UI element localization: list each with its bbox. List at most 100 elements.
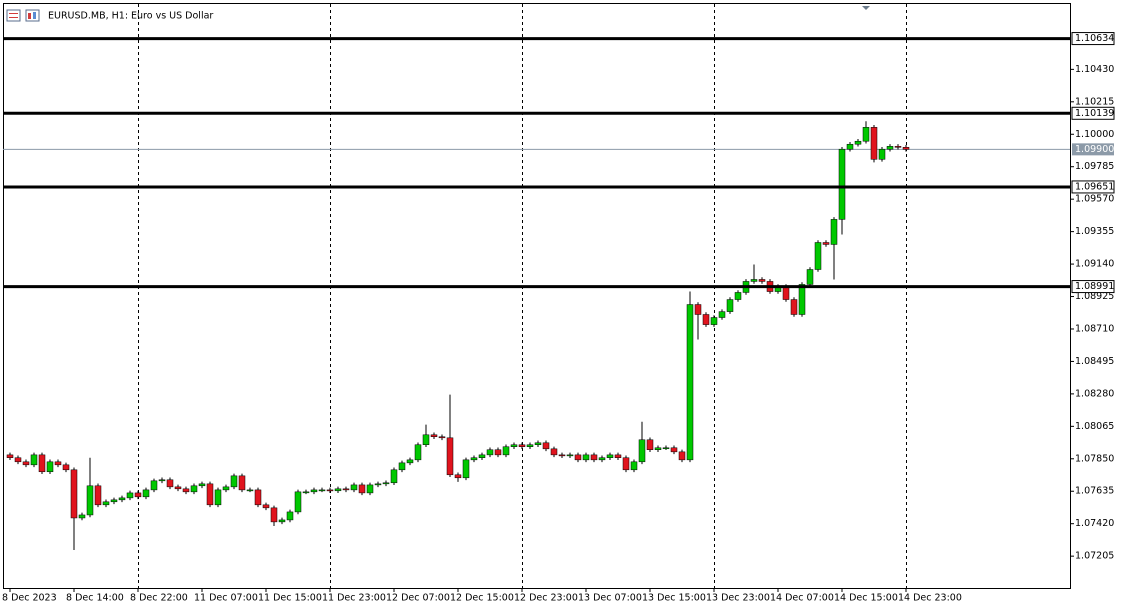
candle [878,146,886,162]
candle-body [630,461,638,471]
header-icons [6,9,40,22]
candle-body [270,507,278,523]
candle [414,442,422,463]
candle-body [830,219,838,245]
candle-body [446,437,454,476]
candle [574,452,582,463]
candle [542,440,550,452]
candle [318,487,326,493]
candle-body [694,304,702,315]
candle [174,484,182,492]
candle [886,144,894,152]
candle-body [854,140,862,145]
candle [150,478,158,493]
candle-body [158,479,166,482]
candle [710,315,718,327]
candle-body [206,483,214,506]
candle [806,267,814,287]
candle-body [222,486,230,491]
candle-body [182,488,190,493]
candle-body [134,492,142,498]
candle-body [110,499,118,503]
candle [302,489,310,495]
candle-body [702,314,710,325]
level-label-box [1071,106,1115,120]
x-tick-label: 14 Dec 23:00 [898,593,962,604]
candle [342,486,350,493]
candle-body [382,482,390,485]
candle-body [142,489,150,498]
candle [326,487,334,494]
x-tick-label: 12 Dec 23:00 [514,593,578,604]
candle [638,421,646,465]
candle [374,481,382,488]
y-tick-label: 1.07420 [1075,518,1114,529]
candle-body [582,454,590,461]
candle [734,290,742,302]
x-tick-label: 14 Dec 15:00 [834,593,898,604]
candle [358,482,366,496]
candle [670,445,678,455]
candle-body [102,501,110,506]
candle [758,277,766,284]
candle-body [46,461,54,473]
candle-body [886,146,894,150]
candle [486,447,494,458]
candle [38,452,46,475]
candle [286,509,294,523]
candle [246,487,254,493]
candle [726,297,734,314]
candle-body [366,484,374,494]
candle [30,452,38,468]
candle-body [262,504,270,509]
candle [14,455,22,465]
x-tick-label: 11 Dec 23:00 [322,593,386,604]
candle [790,297,798,317]
candle-body [126,492,134,499]
y-tick-label: 1.10430 [1075,64,1114,75]
candle [630,459,638,473]
x-tick-label: 12 Dec 15:00 [450,593,514,604]
y-tick-label: 1.08065 [1075,421,1114,432]
candle [606,452,614,460]
candle [118,495,126,503]
y-tick-label: 1.08710 [1075,323,1114,334]
x-tick-label: 8 Dec 2023 [2,593,57,604]
candle-body [350,484,358,491]
candle [366,482,374,496]
y-tick-label: 1.09785 [1075,161,1114,172]
y-tick-label: 1.08495 [1075,356,1114,367]
x-tick-label: 13 Dec 15:00 [642,593,706,604]
x-tick-label: 14 Dec 07:00 [770,593,834,604]
level-label: 1.10634 [1075,33,1114,44]
candle-body [598,457,606,461]
candle [662,445,670,451]
candle-body [342,488,350,491]
candle-body [150,480,158,491]
candle-body [190,485,198,493]
level-label: 1.10139 [1075,108,1114,119]
candle [390,467,398,486]
candle [526,442,534,449]
candle-body [878,148,886,160]
candle-body [838,148,846,220]
candle-body [526,444,534,447]
y-tick-label: 1.09355 [1075,226,1114,237]
bid-label: 1.09900 [1075,144,1114,155]
candle [94,483,102,508]
candle [550,446,558,458]
candle [718,309,726,320]
candle [102,499,110,508]
y-tick-label: 1.09140 [1075,259,1114,270]
candle-body [302,491,310,494]
candle-body [494,449,502,456]
candle-body [310,489,318,493]
candle [590,452,598,463]
candle [814,240,822,272]
candle [830,217,838,280]
candle-body [758,279,766,282]
candle-body [214,489,222,506]
bid-label-box [1072,143,1114,156]
